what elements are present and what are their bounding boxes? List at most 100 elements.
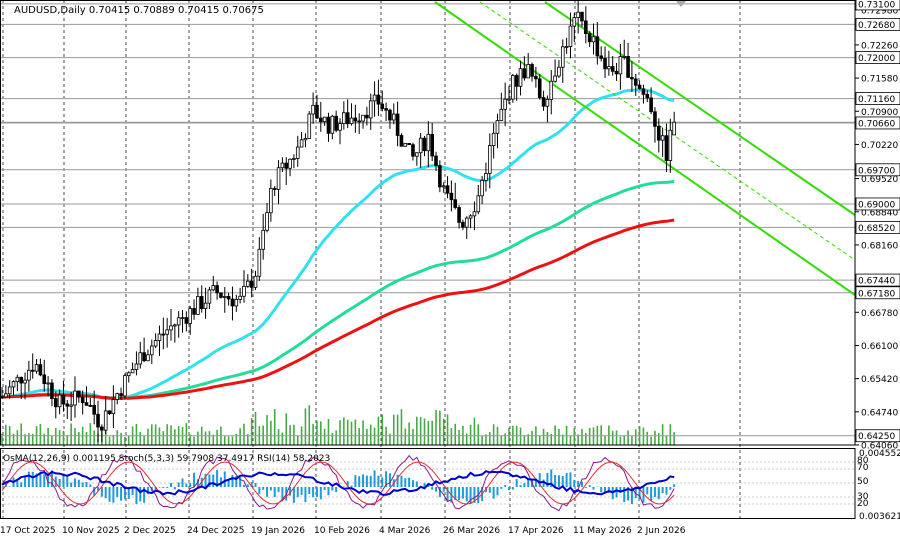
candle-body: [495, 120, 500, 134]
candle-body: [584, 20, 588, 34]
candle-body: [38, 364, 43, 376]
candle-body: [668, 129, 673, 161]
grid: [2, 0, 741, 518]
rsi-line: [1, 470, 675, 496]
price-tick-label: 0.64740: [861, 408, 898, 418]
level-label-box: [855, 220, 900, 234]
x-tick-label: 24 Dec 2025: [187, 526, 245, 536]
candle-body: [311, 104, 315, 115]
candle-body: [265, 212, 269, 231]
candle-body: [353, 117, 358, 122]
candle-body: [457, 207, 461, 223]
candle-body: [622, 56, 627, 58]
trend-channels: [434, 1, 856, 296]
candle-body: [537, 78, 542, 98]
candle-body: [487, 145, 492, 174]
candle-body: [384, 108, 388, 111]
candle-body: [269, 188, 273, 214]
candle-body: [376, 94, 381, 105]
candle-body: [610, 66, 615, 72]
candle-body: [257, 248, 262, 277]
candle-body: [249, 280, 254, 288]
candle-body: [645, 93, 650, 99]
level-label-box: [855, 51, 900, 64]
candle-body: [27, 369, 31, 381]
level-label: 0.67180: [858, 289, 895, 299]
candle-body: [299, 139, 304, 148]
candle-body: [226, 296, 231, 300]
candle-body: [211, 285, 216, 291]
candle-body: [522, 68, 527, 79]
candle-body: [564, 46, 569, 48]
candle-body: [280, 162, 285, 169]
axes: [0, 0, 859, 519]
candle-body: [472, 211, 477, 217]
level-label: 0.71160: [858, 95, 895, 105]
candle-body: [418, 137, 423, 154]
level-label: 0.68520: [858, 224, 895, 234]
candle-body: [415, 152, 419, 157]
volume-bars: [1, 405, 675, 445]
candle-body: [557, 66, 561, 77]
candle-body: [449, 192, 454, 201]
candle-body: [107, 410, 112, 415]
candle-body: [100, 426, 104, 431]
candle-body: [65, 403, 70, 407]
candle-body: [272, 188, 277, 190]
candle-body: [207, 289, 212, 304]
price-tick-label: 0.66100: [861, 342, 898, 352]
candle-body: [169, 325, 173, 331]
x-tick-label: 4 Mar 2026: [379, 526, 431, 536]
candle-body: [34, 364, 39, 372]
candle-body: [403, 142, 408, 147]
candle-body: [445, 185, 450, 194]
candle-body: [618, 56, 623, 75]
candle-body: [499, 108, 504, 121]
candle-body: [591, 36, 596, 43]
candle-body: [188, 308, 193, 324]
oscillator-pane: [0, 454, 855, 512]
candle-body: [119, 393, 123, 397]
candle-body: [46, 382, 50, 385]
candle-body: [111, 399, 116, 415]
x-tick-label: 17 Oct 2025: [0, 526, 56, 536]
candle-body: [192, 308, 196, 315]
candle-body: [430, 133, 434, 157]
candle-body: [230, 298, 235, 307]
candle-body: [77, 390, 81, 398]
osc-scale-label: 50: [857, 477, 869, 487]
candle-body: [96, 413, 100, 428]
candle-body: [138, 352, 143, 365]
candle-body: [276, 167, 281, 190]
candle-body: [50, 382, 54, 399]
candle-body: [130, 369, 135, 374]
x-tick-label: 11 May 2026: [573, 526, 632, 536]
candle-body: [288, 158, 292, 169]
candle-body: [653, 111, 657, 127]
candle-body: [203, 302, 208, 309]
candle-body: [365, 114, 369, 119]
candle-body: [318, 117, 323, 123]
channel-mid-line: [479, 1, 856, 261]
candle-body: [361, 114, 365, 122]
level-label-box: [855, 429, 900, 443]
candle-body: [330, 115, 335, 134]
candle-body: [637, 84, 642, 90]
candle-body: [599, 55, 603, 59]
candle-body: [157, 333, 162, 341]
price-tick-label: 0.72260: [861, 41, 898, 51]
candle-body: [434, 155, 438, 167]
candle-body: [422, 137, 427, 152]
candle-body: [480, 179, 484, 197]
candle-body: [0, 396, 4, 399]
candle-body: [115, 393, 120, 400]
candle-body: [242, 285, 246, 297]
candle-body: [649, 97, 653, 113]
candles: [0, 0, 676, 443]
level-label: 0.72680: [858, 21, 895, 31]
osc-scale-label: 0.0045522: [859, 449, 900, 459]
candle-body: [514, 75, 519, 87]
x-tick-label: 17 Apr 2026: [508, 526, 564, 536]
price-tick-label: 0.66780: [861, 309, 898, 319]
moving-average-line: [1, 88, 675, 401]
